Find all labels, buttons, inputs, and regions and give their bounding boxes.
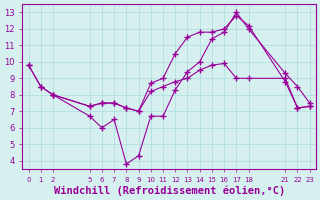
X-axis label: Windchill (Refroidissement éolien,°C): Windchill (Refroidissement éolien,°C) (53, 185, 285, 196)
